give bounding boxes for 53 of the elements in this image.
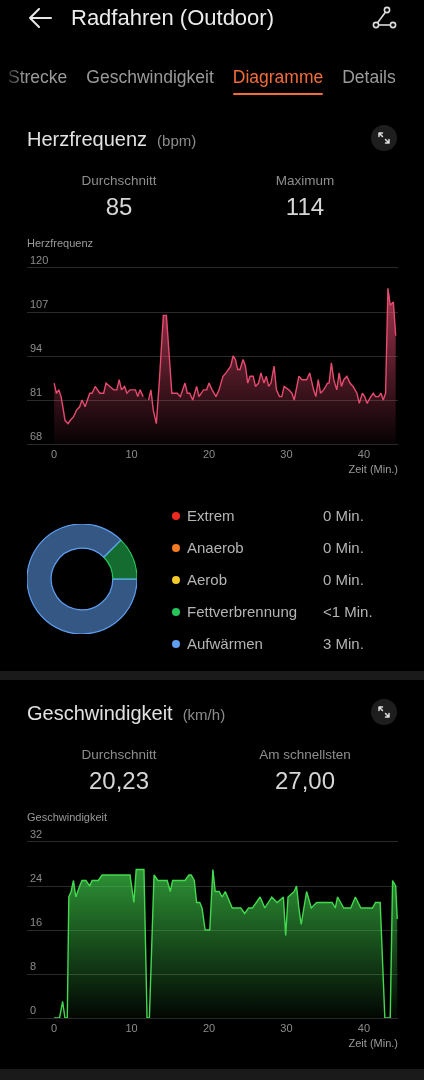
y-tick-label: 81 <box>30 386 43 399</box>
chart-subtitle: (km/h) <box>182 705 226 723</box>
x-axis-title: Zeit (Min.) <box>348 462 398 476</box>
x-tick-label: 10 <box>125 1022 138 1035</box>
y-tick-label: 68 <box>30 430 43 443</box>
text: Strecke <box>8 66 68 88</box>
legend-label: Fettverbrennung <box>187 603 298 621</box>
text: 20,23 <box>88 767 150 795</box>
text: 114 <box>285 193 325 221</box>
chart-title: Geschwindigkeit <box>27 701 173 725</box>
text: Maximum <box>275 173 335 189</box>
y-tick-label: 16 <box>30 916 43 929</box>
x-tick-label: 20 <box>202 1022 216 1035</box>
text: 0 Min. <box>323 539 364 557</box>
text: Radfahren (Outdoor) <box>71 5 274 31</box>
donut-slice <box>103 539 137 580</box>
x-tick-label: 0 <box>51 1022 58 1035</box>
text: Durchschnitt <box>81 747 157 763</box>
chart-subtitle: (bpm) <box>157 131 197 149</box>
legend-label: Aerob <box>187 571 228 589</box>
x-axis-title: Zeit (Min.) <box>348 1036 398 1050</box>
legend-label: Extrem <box>187 507 235 525</box>
y-tick-label: 0 <box>30 1004 37 1017</box>
y-tick-label: 32 <box>30 828 43 841</box>
x-tick-label: 0 <box>51 448 58 461</box>
data-label: <1 Min. <box>323 603 373 621</box>
y-tick-label: 24 <box>30 872 43 885</box>
x-tick-label: 10 <box>125 448 138 461</box>
y-axis-title: Geschwindigkeit <box>27 810 108 824</box>
text: 27,00 <box>274 767 336 795</box>
x-tick-label: 40 <box>357 1022 371 1035</box>
y-tick-label: 120 <box>30 254 49 267</box>
data-label: 3 Min. <box>323 635 364 653</box>
x-tick-label: 20 <box>202 448 216 461</box>
text: Diagramme <box>232 66 324 88</box>
y-axis-title: Herzfrequenz <box>27 236 94 250</box>
y-tick-label: 94 <box>30 342 43 355</box>
text: Am schnellsten <box>259 747 351 763</box>
text: 0 Min. <box>323 571 364 589</box>
chart-title: Herzfrequenz <box>27 127 148 151</box>
text: Details <box>342 66 396 88</box>
text: 0 Min. <box>323 507 364 525</box>
legend-label: Aufwärmen <box>187 635 263 653</box>
text: 85 <box>105 193 133 221</box>
donut-slice <box>27 524 137 634</box>
x-tick-label: 40 <box>357 448 371 461</box>
y-tick-label: 107 <box>30 298 49 311</box>
y-tick-label: 8 <box>30 960 37 973</box>
text: Durchschnitt <box>81 173 157 189</box>
legend-label: Anaerob <box>187 539 244 557</box>
x-tick-label: 30 <box>280 1022 293 1035</box>
x-tick-label: 30 <box>280 448 293 461</box>
text: Geschwindigkeit <box>86 66 214 88</box>
